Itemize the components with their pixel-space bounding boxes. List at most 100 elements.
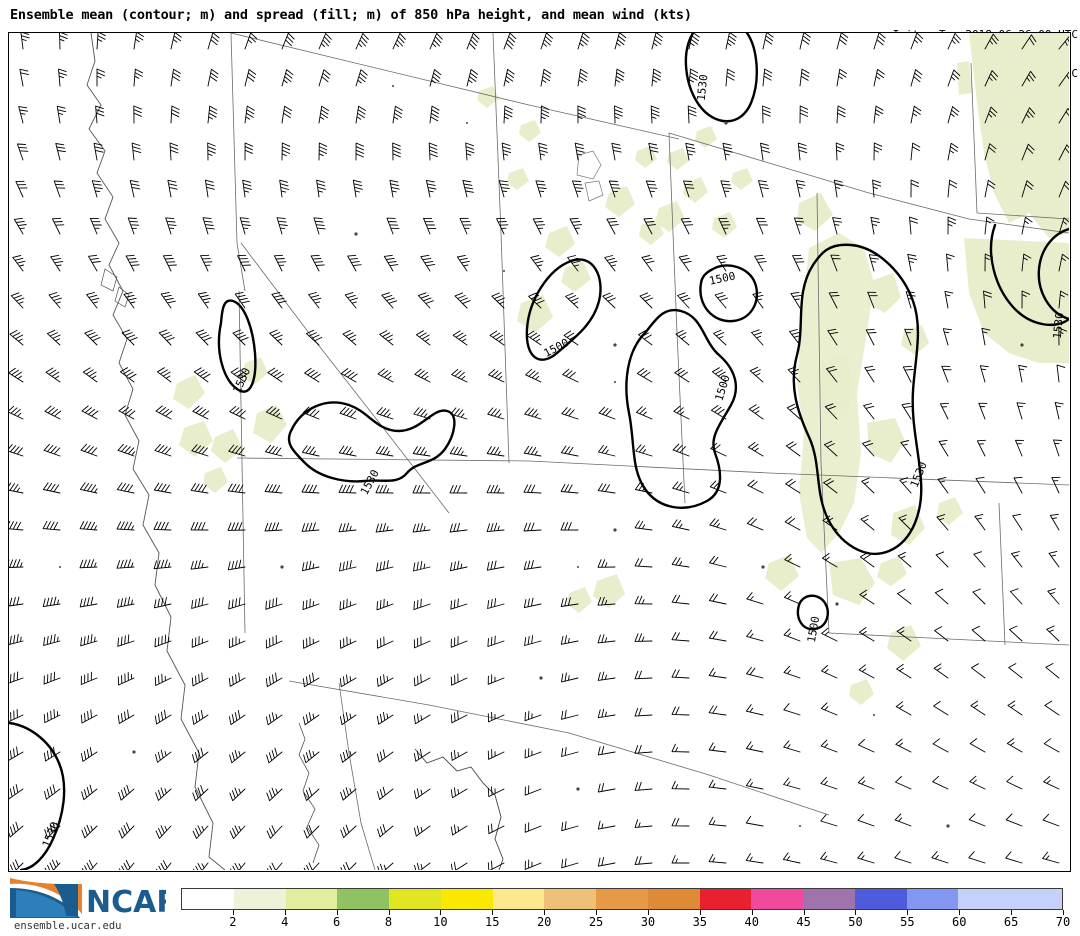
wind-barb	[636, 368, 653, 383]
wind-barb	[947, 142, 959, 161]
wind-barb	[389, 179, 400, 198]
grid-point-dot	[132, 750, 136, 754]
wind-barb	[897, 589, 912, 605]
colorbar-gradient[interactable]	[181, 888, 1063, 910]
wind-barb	[339, 559, 357, 572]
wind-barb	[873, 68, 885, 87]
wind-barb	[947, 179, 958, 198]
wind-barb	[207, 142, 216, 161]
wind-barb	[1007, 700, 1023, 716]
wind-barb	[858, 627, 875, 642]
wind-barb	[153, 482, 172, 494]
wind-barb	[116, 596, 135, 608]
wind-barb	[714, 292, 728, 309]
wind-barb	[671, 669, 690, 679]
geography-border-layer	[86, 33, 1069, 870]
wind-barb	[634, 670, 653, 680]
wind-barb	[449, 560, 468, 572]
wind-barb	[897, 551, 912, 568]
wind-barb	[910, 105, 922, 124]
wind-barb	[860, 514, 875, 531]
wind-barb	[486, 560, 505, 571]
wind-barb	[229, 787, 246, 802]
grid-point-dot	[835, 602, 839, 606]
wind-barb	[192, 405, 210, 420]
wind-barb	[392, 142, 401, 161]
wind-barb	[191, 636, 209, 648]
wind-barb	[524, 785, 542, 796]
colorbar-tick-label: 4	[281, 915, 289, 929]
wind-barb	[239, 217, 251, 235]
wind-barb	[169, 142, 179, 161]
wind-barb-layer	[9, 33, 1069, 870]
wind-barb	[836, 68, 848, 87]
wind-barb	[786, 403, 801, 420]
wind-barb	[80, 443, 98, 457]
wind-barb	[973, 551, 986, 568]
wind-barb	[192, 785, 209, 802]
wind-barb	[392, 105, 403, 124]
wind-barb	[783, 628, 801, 642]
wind-barb	[118, 784, 135, 801]
wind-barb	[865, 328, 877, 346]
wind-barb	[720, 180, 732, 198]
wind-barb	[820, 739, 838, 753]
wind-barb	[1016, 402, 1026, 420]
colorbar-tick-label: 25	[588, 915, 604, 929]
wind-barb	[265, 444, 283, 457]
wind-barb	[302, 406, 320, 420]
wind-barb	[244, 33, 258, 50]
wind-barb	[9, 329, 24, 346]
wind-barb	[412, 484, 431, 494]
wind-barb	[266, 747, 283, 764]
map-plot-area[interactable]: 1530 1530 1500 1500 1500 1530 1530 1530 …	[8, 32, 1071, 872]
wind-barb	[708, 742, 727, 753]
wind-barb	[415, 330, 431, 346]
wind-barb	[1049, 513, 1060, 531]
wind-barb	[412, 446, 431, 457]
wind-barb	[340, 824, 357, 839]
wind-barb	[540, 105, 550, 124]
wind-barb	[978, 402, 988, 420]
ncar-url-label[interactable]: ensemble.ucar.edu	[14, 920, 122, 932]
wind-barb	[671, 557, 690, 568]
wind-barb	[487, 674, 505, 685]
wind-barb	[339, 636, 357, 649]
wind-barb	[153, 521, 172, 531]
wind-barb	[237, 254, 251, 272]
wind-barb	[9, 444, 24, 457]
colorbar-tick	[544, 910, 546, 915]
wind-barb	[567, 255, 581, 272]
colorbar-segment	[699, 889, 752, 909]
wind-barb	[9, 559, 24, 568]
wind-barb	[202, 217, 215, 235]
wind-barb	[487, 598, 505, 609]
wind-barb	[867, 291, 878, 309]
wind-barb	[709, 555, 727, 568]
wind-barb	[572, 180, 584, 198]
wind-barb	[606, 217, 619, 235]
wind-barb	[230, 862, 246, 870]
wind-barb	[462, 180, 474, 198]
wind-barb	[303, 824, 320, 839]
wind-barb	[688, 68, 699, 87]
ncar-logo[interactable]: NCAR	[6, 876, 166, 922]
colorbar[interactable]: 2 4 6 8 10 15 20 25 30 35 40 45 50 55 60 65 70	[181, 888, 1070, 932]
wind-barb	[830, 254, 841, 272]
wind-barb	[972, 588, 986, 605]
wind-barb	[133, 33, 144, 50]
grid-point-dot	[577, 566, 579, 568]
wind-barb	[342, 329, 357, 346]
grid-point-dot	[392, 85, 394, 87]
wind-barb	[901, 402, 913, 420]
wind-barb	[824, 403, 838, 420]
wind-barb	[745, 778, 764, 790]
wind-barb	[745, 704, 764, 716]
wind-barb	[9, 633, 24, 645]
wind-barb	[983, 290, 993, 309]
wind-barb	[672, 443, 690, 457]
wind-barb	[340, 749, 357, 763]
wind-barb	[487, 711, 505, 723]
wind-barb	[902, 365, 914, 383]
wind-barb	[1005, 851, 1023, 864]
